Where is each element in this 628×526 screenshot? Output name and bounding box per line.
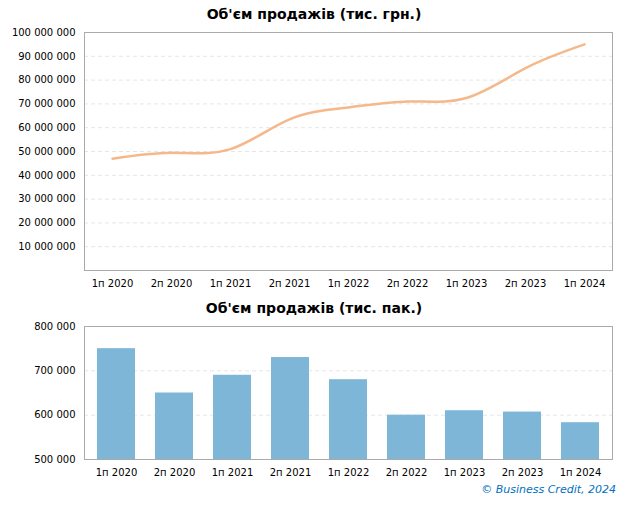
svg-text:1п 2021: 1п 2021 xyxy=(210,278,252,289)
svg-text:2п 2022: 2п 2022 xyxy=(387,278,429,289)
svg-text:2п 2023: 2п 2023 xyxy=(502,467,544,478)
svg-text:20 000 000: 20 000 000 xyxy=(18,217,75,228)
svg-text:2п 2023: 2п 2023 xyxy=(505,278,547,289)
svg-text:60 000 000: 60 000 000 xyxy=(18,122,75,133)
svg-text:700 000: 700 000 xyxy=(34,365,75,376)
svg-text:2п 2021: 2п 2021 xyxy=(270,467,312,478)
svg-text:30 000 000: 30 000 000 xyxy=(18,193,75,204)
html-text:© Business Credit, 2024: © Business Credit, 2024 xyxy=(481,483,616,496)
html-text:Об'єм продажів (тис. пак.): Об'єм продажів (тис. пак.) xyxy=(205,300,423,316)
svg-text:1п 2024: 1п 2024 xyxy=(560,467,602,478)
svg-text:50 000 000: 50 000 000 xyxy=(18,146,75,157)
svg-text:1п 2022: 1п 2022 xyxy=(328,467,370,478)
svg-text:2п 2020: 2п 2020 xyxy=(151,278,193,289)
svg-text:1п 2024: 1п 2024 xyxy=(564,278,606,289)
svg-text:90 000 000: 90 000 000 xyxy=(18,51,75,62)
svg-text:10 000 000: 10 000 000 xyxy=(18,241,75,252)
svg-text:2п 2022: 2п 2022 xyxy=(386,467,428,478)
svg-text:70 000 000: 70 000 000 xyxy=(18,98,75,109)
svg-text:80 000 000: 80 000 000 xyxy=(18,74,75,85)
svg-text:1п 2020: 1п 2020 xyxy=(92,278,134,289)
svg-text:2п 2020: 2п 2020 xyxy=(154,467,196,478)
html-text:Об'єм продажів (тис. грн.): Об'єм продажів (тис. грн.) xyxy=(206,6,422,22)
svg-text:1п 2023: 1п 2023 xyxy=(444,467,486,478)
svg-text:40 000 000: 40 000 000 xyxy=(18,170,75,181)
svg-text:100 000 000: 100 000 000 xyxy=(12,27,76,38)
svg-text:2п 2021: 2п 2021 xyxy=(269,278,311,289)
svg-text:1п 2021: 1п 2021 xyxy=(212,467,254,478)
svg-text:1п 2022: 1п 2022 xyxy=(328,278,370,289)
svg-text:1п 2020: 1п 2020 xyxy=(96,467,138,478)
svg-text:600 000: 600 000 xyxy=(34,409,75,420)
svg-text:500 000: 500 000 xyxy=(34,454,75,465)
svg-text:1п 2023: 1п 2023 xyxy=(446,278,488,289)
svg-text:800 000: 800 000 xyxy=(34,321,75,332)
